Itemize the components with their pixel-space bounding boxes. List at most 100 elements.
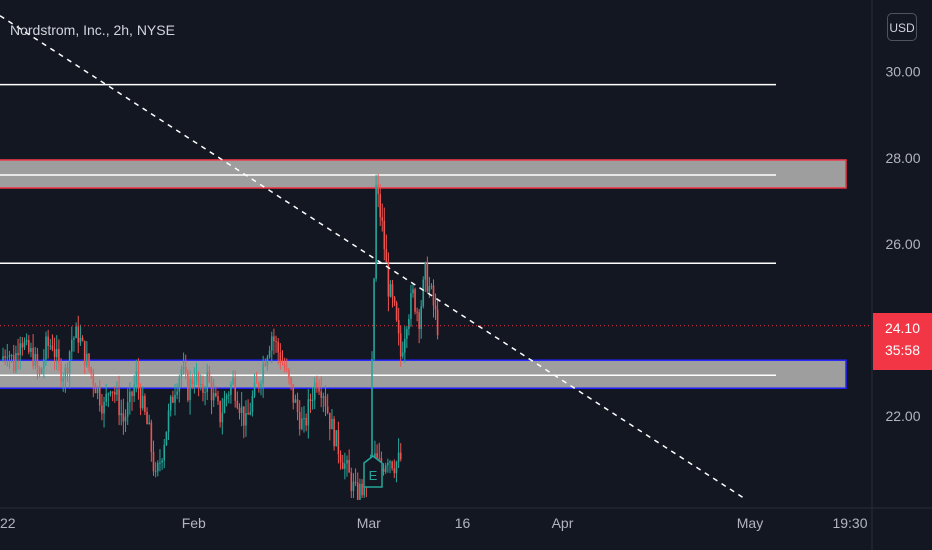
candle-body[interactable] <box>172 396 174 403</box>
candle-body[interactable] <box>62 378 64 382</box>
candle-body[interactable] <box>379 194 381 218</box>
candle-body[interactable] <box>387 262 390 297</box>
candle-body[interactable] <box>129 391 131 403</box>
candle-body[interactable] <box>316 382 318 388</box>
candle-body[interactable] <box>167 410 170 432</box>
candle-body[interactable] <box>225 395 228 400</box>
candle-body[interactable] <box>234 377 236 401</box>
candle-body[interactable] <box>428 286 431 292</box>
candle-body[interactable] <box>92 373 95 386</box>
candle-body[interactable] <box>131 391 133 397</box>
candle-body[interactable] <box>15 353 17 371</box>
candle-body[interactable] <box>73 337 75 340</box>
candle-body[interactable] <box>21 343 24 348</box>
candle-body[interactable] <box>326 406 329 413</box>
candle-body[interactable] <box>86 353 88 366</box>
candle-body[interactable] <box>111 391 114 393</box>
candle-body[interactable] <box>361 483 363 496</box>
candle-body[interactable] <box>4 356 6 358</box>
candle-body[interactable] <box>101 405 103 414</box>
candle-body[interactable] <box>17 353 19 356</box>
candle-body[interactable] <box>96 387 99 394</box>
candle-body[interactable] <box>120 413 123 416</box>
candle-body[interactable] <box>146 411 148 425</box>
candle-body[interactable] <box>45 336 47 360</box>
candle-body[interactable] <box>135 371 138 385</box>
candle-body[interactable] <box>350 472 353 491</box>
candle-body[interactable] <box>378 457 381 459</box>
candle-body[interactable] <box>38 367 41 374</box>
candle-body[interactable] <box>64 367 67 379</box>
candle-body[interactable] <box>337 430 340 455</box>
candle-body[interactable] <box>189 379 191 401</box>
candle-body[interactable] <box>103 401 105 414</box>
currency-button[interactable]: USD <box>887 13 917 41</box>
candle-body[interactable] <box>382 468 385 472</box>
candle-body[interactable] <box>2 356 4 361</box>
candle-body[interactable] <box>90 367 92 374</box>
candle-body[interactable] <box>25 340 28 342</box>
candle-body[interactable] <box>60 362 62 382</box>
candle-body[interactable] <box>187 372 189 401</box>
candle-body[interactable] <box>51 345 54 350</box>
candle-body[interactable] <box>144 395 146 412</box>
candle-body[interactable] <box>81 337 84 341</box>
candle-body[interactable] <box>356 482 359 500</box>
candle-body[interactable] <box>122 413 125 422</box>
candle-body[interactable] <box>251 395 254 413</box>
candle-body[interactable] <box>107 393 110 395</box>
candle-body[interactable] <box>311 399 314 401</box>
candle-body[interactable] <box>288 369 290 378</box>
candle-body[interactable] <box>148 422 150 425</box>
candle-body[interactable] <box>88 353 90 368</box>
candle-body[interactable] <box>329 412 331 430</box>
candle-body[interactable] <box>215 392 217 397</box>
candle-body[interactable] <box>66 367 69 374</box>
candle-body[interactable] <box>240 406 243 414</box>
candle-body[interactable] <box>410 293 412 319</box>
candle-body[interactable] <box>232 377 234 385</box>
candle-body[interactable] <box>163 445 166 461</box>
candle-body[interactable] <box>32 347 34 366</box>
candle-body[interactable] <box>430 285 433 287</box>
candle-body[interactable] <box>406 328 408 339</box>
candle-body[interactable] <box>352 481 355 491</box>
candle-body[interactable] <box>193 381 196 385</box>
candle-body[interactable] <box>344 463 346 469</box>
candle-body[interactable] <box>346 460 348 464</box>
candle-body[interactable] <box>174 394 176 403</box>
candle-body[interactable] <box>397 452 400 462</box>
candle-body[interactable] <box>292 384 295 403</box>
candle-body[interactable] <box>404 338 406 353</box>
candle-body[interactable] <box>133 384 135 397</box>
candle-body[interactable] <box>395 461 398 474</box>
candle-body[interactable] <box>116 389 118 395</box>
candle-body[interactable] <box>255 382 258 384</box>
candle-body[interactable] <box>217 396 219 402</box>
candle-body[interactable] <box>391 284 394 298</box>
candle-body[interactable] <box>68 351 71 374</box>
candle-body[interactable] <box>12 355 15 371</box>
candle-body[interactable] <box>375 184 377 279</box>
candle-body[interactable] <box>322 396 325 398</box>
candle-body[interactable] <box>165 431 168 446</box>
candle-body[interactable] <box>53 349 56 358</box>
candle-body[interactable] <box>221 412 224 423</box>
candle-body[interactable] <box>412 289 414 294</box>
candle-body[interactable] <box>341 462 344 469</box>
candle-body[interactable] <box>393 468 396 474</box>
candle-body[interactable] <box>236 400 239 408</box>
candle-body[interactable] <box>8 355 11 358</box>
candle-body[interactable] <box>262 363 264 384</box>
candle-body[interactable] <box>253 382 256 396</box>
candle-body[interactable] <box>399 452 402 460</box>
candle-body[interactable] <box>418 312 420 329</box>
candle-body[interactable] <box>169 396 172 411</box>
candle-body[interactable] <box>279 352 282 364</box>
candle-body[interactable] <box>393 297 396 303</box>
candle-body[interactable] <box>178 378 181 392</box>
candle-body[interactable] <box>275 341 277 343</box>
candle-body[interactable] <box>333 418 335 447</box>
candle-body[interactable] <box>19 343 21 356</box>
candle-body[interactable] <box>290 377 292 385</box>
